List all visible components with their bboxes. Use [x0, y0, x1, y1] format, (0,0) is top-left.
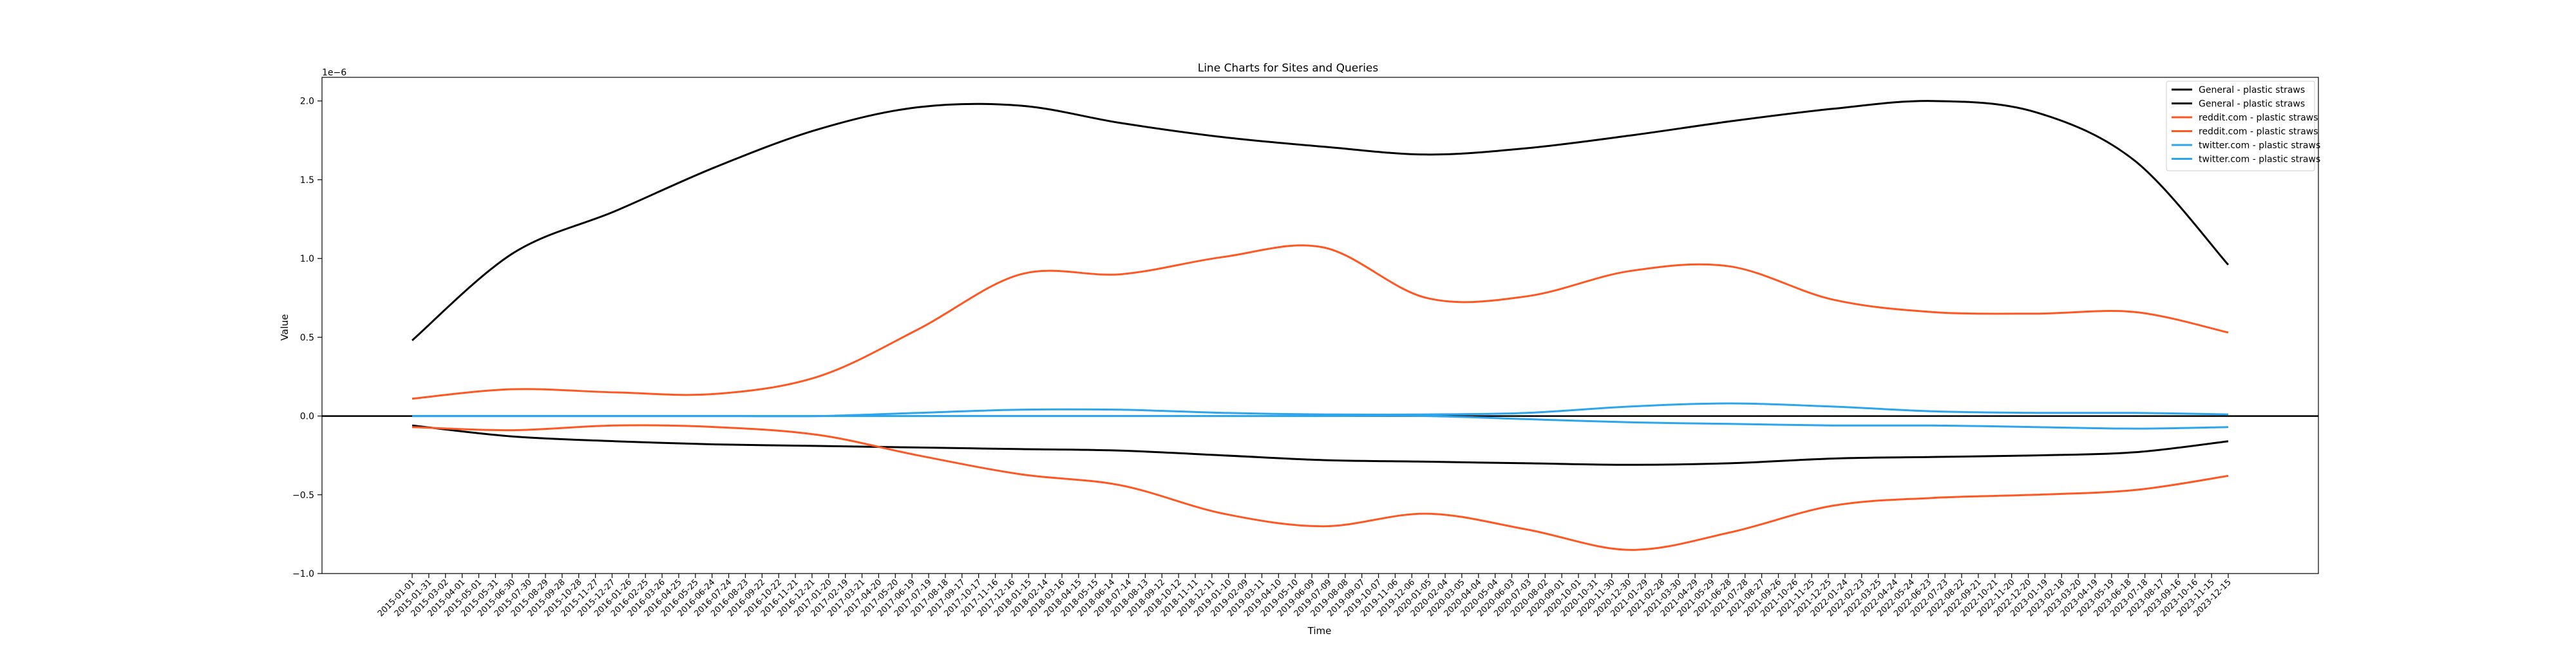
- y-axis-offset-label: 1e−6: [322, 68, 346, 78]
- legend-label: reddit.com - plastic straws: [2199, 113, 2318, 123]
- x-axis-ticks: 2015-01-012015-01-312015-03-022015-04-01…: [376, 574, 2233, 619]
- series-line-5: [412, 414, 2229, 430]
- y-tick-label: 0.5: [300, 333, 314, 343]
- chart-title: Line Charts for Sites and Queries: [1198, 62, 1379, 75]
- x-axis-label: Time: [1307, 625, 1332, 637]
- y-axis-ticks: −1.0 −0.5 0.0 0.5 1.0 1.5 2.0: [292, 97, 322, 579]
- legend-label: reddit.com - plastic straws: [2199, 127, 2318, 137]
- legend-label: twitter.com - plastic straws: [2199, 140, 2320, 151]
- y-axis-label: Value: [279, 314, 290, 340]
- legend-label: twitter.com - plastic straws: [2199, 155, 2320, 165]
- plot-area-frame: [321, 77, 2319, 574]
- legend-box: [2166, 81, 2315, 171]
- series-line-4: [412, 402, 2229, 418]
- legend-label: General - plastic straws: [2199, 99, 2305, 110]
- series-line-3: [412, 424, 2229, 551]
- y-tick-label: 0.0: [300, 412, 314, 422]
- y-tick-label: 2.0: [300, 97, 314, 107]
- legend: General - plastic straws General - plasti…: [2166, 81, 2320, 171]
- series-line-0: [412, 100, 2230, 342]
- y-tick-label: 1.0: [300, 254, 314, 264]
- series-line-2: [412, 244, 2229, 400]
- series-lines: [412, 100, 2230, 551]
- y-tick-label: −1.0: [292, 569, 314, 579]
- legend-label: General - plastic straws: [2199, 85, 2305, 95]
- y-tick-label: 1.5: [300, 175, 314, 186]
- y-tick-label: −0.5: [292, 490, 314, 501]
- series-line-1: [412, 424, 2229, 466]
